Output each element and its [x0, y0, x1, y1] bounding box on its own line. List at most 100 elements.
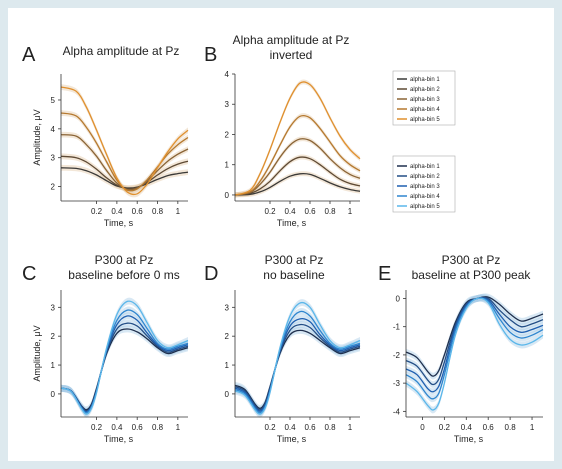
y-tick-label: 0 — [51, 390, 56, 399]
y-tick-label: 4 — [225, 70, 230, 79]
panel-b-plot: 0.2 0.4 0.6 0.8 1 0 1 2 3 4 Time, s — [225, 70, 361, 228]
legend-alpha: alpha-bin 1 alpha-bin 2 alpha-bin 3 alph… — [410, 77, 440, 123]
legend-alpha-label: alpha-bin 2 — [410, 87, 440, 93]
panel-e-title: P300 at Pz — [442, 253, 501, 267]
series-line-alpha-bin-5 — [60, 86, 189, 196]
x-tick-label: 0.2 — [91, 207, 103, 216]
x-tick-label: 1 — [348, 207, 353, 216]
y-tick-label: 3 — [225, 100, 230, 109]
series-line-alpha-bin-2 — [60, 155, 189, 190]
panel-d-subtitle: no baseline — [263, 268, 325, 282]
series-band — [406, 293, 543, 380]
panel-c-subtitle: baseline before 0 ms — [68, 268, 179, 282]
series-band — [61, 131, 188, 193]
legend-alpha-label: alpha-bin 4 — [410, 107, 440, 113]
x-tick-label: 0.2 — [264, 207, 276, 216]
x-axis-label: Time, s — [104, 218, 134, 228]
x-tick-label: 0.6 — [132, 423, 144, 432]
chart-marks: 0.2 0.4 0.6 0.8 1 2 3 4 5 Time, s Amplitude, μV 0.2… — [32, 70, 544, 444]
series-line-alpha-bin-1 — [234, 172, 361, 196]
y-tick-label: 1 — [51, 361, 56, 370]
series-line-alpha-bin-3 — [405, 297, 544, 393]
y-tick-label: 2 — [225, 332, 230, 341]
y-tick-label: 0 — [396, 294, 401, 303]
series-line-alpha-bin-5 — [234, 81, 361, 196]
series-line-alpha-bin-5 — [405, 297, 544, 411]
series-band — [61, 164, 188, 191]
series-line-alpha-bin-3 — [234, 138, 361, 196]
series-line-alpha-bin-4 — [60, 112, 189, 192]
x-tick-label: 0.2 — [264, 423, 276, 432]
series-line-alpha-bin-5 — [60, 300, 189, 415]
y-tick-label: 1 — [225, 361, 230, 370]
x-tick-label: 0.2 — [91, 423, 103, 432]
x-tick-label: 0.4 — [111, 207, 123, 216]
legend-p300: alpha-bin 1 alpha-bin 2 alpha-bin 3 alph… — [410, 164, 440, 210]
y-tick-label: 0 — [225, 390, 230, 399]
series-band — [235, 154, 360, 198]
y-axis-label: Amplitude, μV — [32, 109, 42, 165]
y-axis-label: Amplitude, μV — [32, 325, 42, 381]
x-tick-label: 0.4 — [284, 423, 296, 432]
y-tick-label: -1 — [393, 323, 401, 332]
series-line-alpha-bin-2 — [234, 323, 361, 411]
panel-a-plot: 0.2 0.4 0.6 0.8 1 2 3 4 5 Time, s Amplitude, μV — [32, 74, 189, 228]
panel-a-title: Alpha amplitude at Pz — [63, 44, 180, 58]
series-line-alpha-bin-4 — [234, 114, 361, 196]
panel-letter-e: E — [378, 263, 391, 285]
x-axis-label: Time, s — [277, 218, 307, 228]
x-tick-label: 0.2 — [439, 423, 451, 432]
panel-letter-b: B — [204, 44, 217, 66]
x-tick-label: 0.4 — [284, 207, 296, 216]
panel-e-subtitle: baseline at P300 peak — [412, 268, 532, 282]
legend-alpha-label: alpha-bin 3 — [410, 97, 440, 103]
y-tick-label: -4 — [393, 407, 401, 416]
panel-b-title: Alpha amplitude at Pz — [233, 33, 350, 47]
panel-d-title: P300 at Pz — [265, 253, 324, 267]
figure-canvas: A B C D E Alpha amplitude at Pz Alpha am… — [22, 33, 544, 444]
legend-swatches — [397, 78, 407, 207]
legend-alpha-label: alpha-bin 1 — [410, 77, 440, 83]
x-tick-label: 0.8 — [324, 207, 336, 216]
series-line-alpha-bin-2 — [234, 156, 361, 196]
y-tick-label: 2 — [225, 130, 230, 139]
y-tick-label: 3 — [51, 303, 56, 312]
x-tick-label: 1 — [530, 423, 535, 432]
legend-p300-label: alpha-bin 3 — [410, 184, 440, 190]
series-line-alpha-bin-5 — [234, 301, 361, 415]
x-tick-label: 0.6 — [304, 423, 316, 432]
panel-letter-c: C — [22, 263, 36, 285]
x-tick-label: 0 — [420, 423, 425, 432]
series-line-alpha-bin-2 — [60, 322, 189, 412]
series-line-alpha-bin-2 — [405, 296, 544, 386]
y-tick-label: -2 — [393, 351, 401, 360]
y-tick-label: 3 — [225, 303, 230, 312]
x-tick-label: 0.6 — [304, 207, 316, 216]
figure: A B C D E Alpha amplitude at Pz Alpha am… — [8, 8, 554, 461]
panel-e-plot: 0 0.2 0.4 0.6 0.8 1 -4 -3 -2 -1 0 Time, s — [393, 290, 544, 444]
series-line-alpha-bin-4 — [405, 297, 544, 400]
y-tick-label: 1 — [225, 161, 230, 170]
series-band — [406, 293, 543, 388]
series-line-alpha-bin-1 — [60, 328, 189, 411]
y-tick-label: 0 — [225, 191, 230, 200]
series-band — [235, 326, 360, 412]
x-tick-label: 0.8 — [152, 207, 164, 216]
y-tick-label: 2 — [51, 183, 56, 192]
panel-letter-d: D — [204, 263, 218, 285]
x-tick-label: 0.6 — [483, 423, 495, 432]
legend-p300-label: alpha-bin 1 — [410, 164, 440, 170]
panel-c-plot: 0.2 0.4 0.6 0.8 1 0 1 2 3 Time, s Amplitude, μV — [32, 290, 189, 444]
y-tick-label: 5 — [51, 96, 56, 105]
x-tick-label: 0.6 — [132, 207, 144, 216]
x-axis-label: Time, s — [277, 434, 307, 444]
panel-d-plot: 0.2 0.4 0.6 0.8 1 0 1 2 3 Time, s — [225, 290, 361, 444]
x-tick-label: 0.8 — [152, 423, 164, 432]
x-tick-label: 0.4 — [461, 423, 473, 432]
y-tick-label: 3 — [51, 154, 56, 163]
x-tick-label: 0.4 — [111, 423, 123, 432]
legend-p300-label: alpha-bin 5 — [410, 204, 440, 210]
panel-c-title: P300 at Pz — [95, 253, 154, 267]
series-band — [235, 171, 360, 198]
series-band — [61, 325, 188, 414]
